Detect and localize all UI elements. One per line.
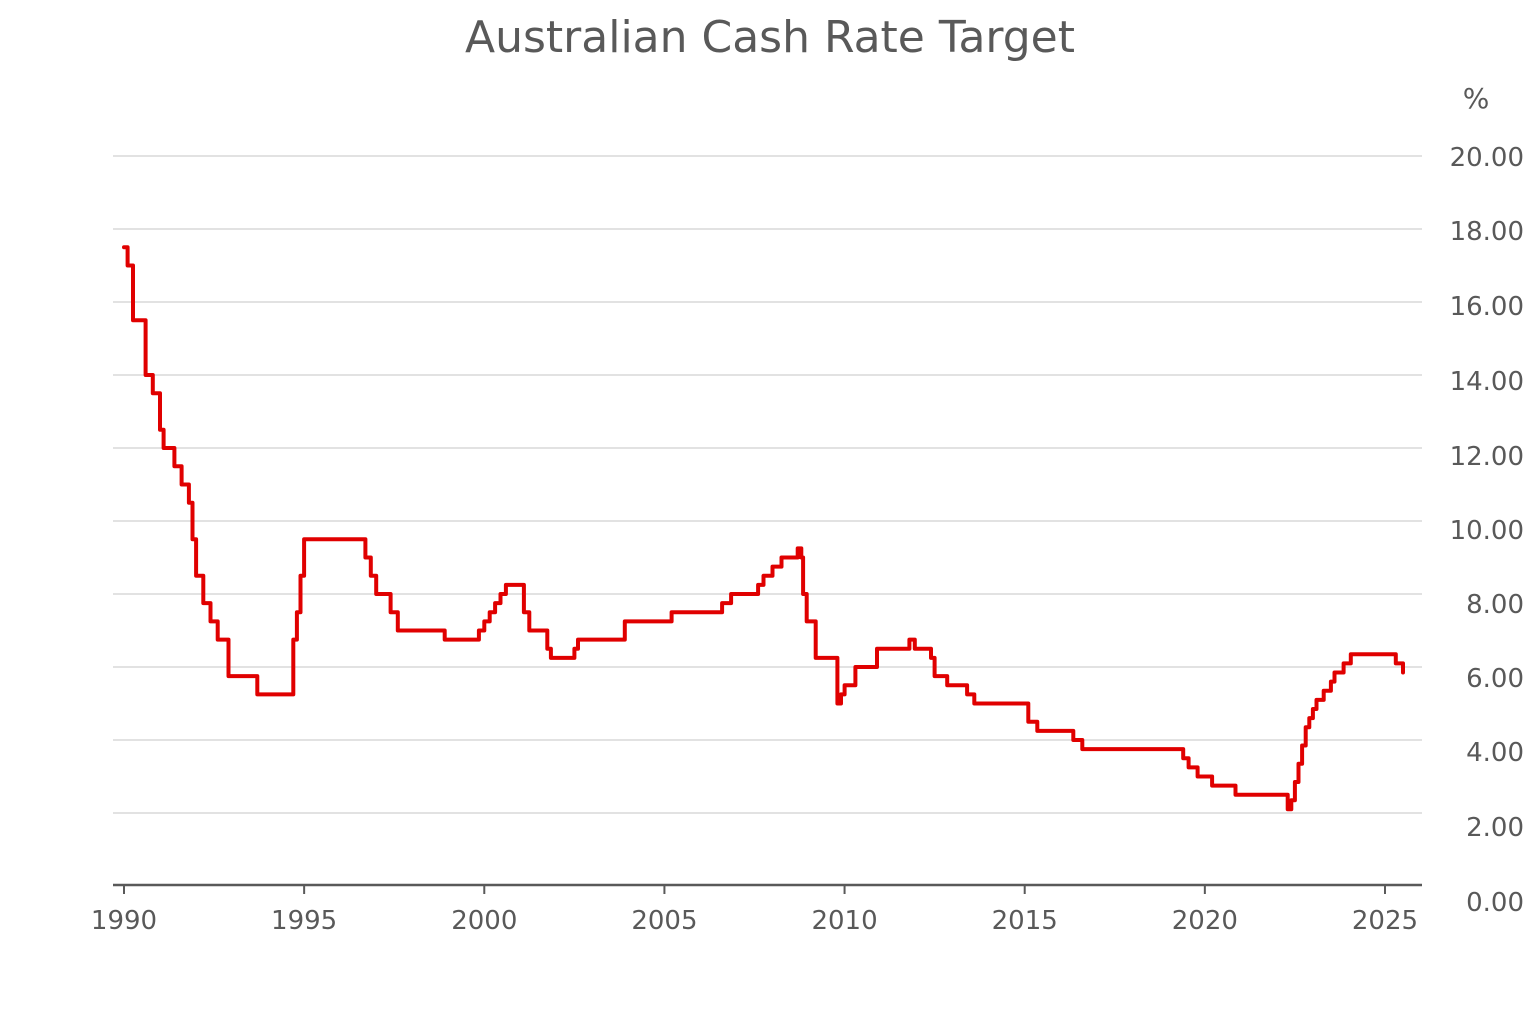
y-tick-label: 20.00 bbox=[1450, 143, 1524, 173]
y-tick-label: 8.00 bbox=[1466, 590, 1524, 620]
x-tick-label: 1995 bbox=[271, 906, 337, 936]
x-tick-label: 2015 bbox=[992, 906, 1058, 936]
gridlines bbox=[113, 155, 1422, 814]
x-tick-label: 2005 bbox=[631, 906, 697, 936]
plot-area bbox=[122, 245, 1405, 812]
y-tick-label: 14.00 bbox=[1450, 367, 1524, 397]
x-axis: 1990 1995 2000 2005 2010 2015 2020 2025 bbox=[91, 883, 1422, 936]
y-axis-unit-label: % bbox=[1463, 82, 1490, 115]
x-tick-label: 2000 bbox=[451, 906, 517, 936]
y-tick-label: 4.00 bbox=[1466, 738, 1524, 768]
y-tick-label: 12.00 bbox=[1450, 442, 1524, 472]
y-tick-label: 18.00 bbox=[1450, 217, 1524, 247]
series-line bbox=[122, 245, 1405, 812]
y-tick-label: 2.00 bbox=[1466, 813, 1524, 843]
y-tick-label: 10.00 bbox=[1450, 516, 1524, 546]
y-axis-tick-labels: 20.00 18.00 16.00 14.00 12.00 10.00 8.00 6.00 4.… bbox=[1450, 143, 1524, 918]
x-tick-label: 2025 bbox=[1352, 906, 1418, 936]
y-tick-label: 0.00 bbox=[1466, 888, 1524, 918]
x-tick-label: 2010 bbox=[811, 906, 877, 936]
x-tick-label: 2020 bbox=[1172, 906, 1238, 936]
y-tick-label: 16.00 bbox=[1450, 292, 1524, 322]
chart-title: Australian Cash Rate Target bbox=[465, 12, 1075, 63]
y-tick-label: 6.00 bbox=[1466, 664, 1524, 694]
x-tick-label: 1990 bbox=[91, 906, 157, 936]
